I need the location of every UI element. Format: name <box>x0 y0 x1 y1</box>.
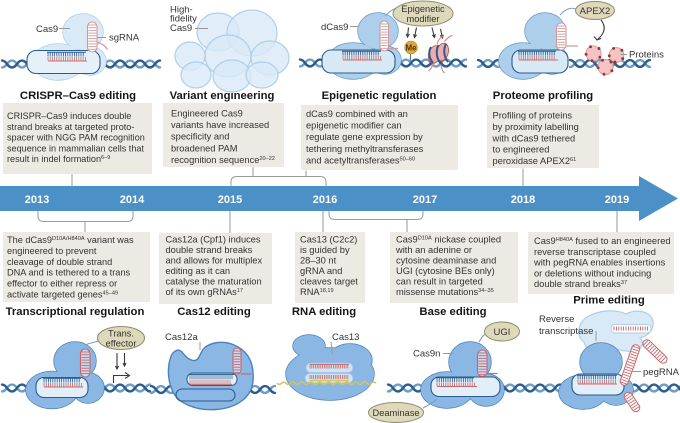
svg-text:or deletions without inducing: or deletions without inducing <box>534 268 651 278</box>
svg-text:Cas13: Cas13 <box>332 332 359 343</box>
svg-text:2015: 2015 <box>218 194 242 206</box>
svg-text:28–30 nt: 28–30 nt <box>300 256 337 266</box>
svg-text:Cas13 (C2c2): Cas13 (C2c2) <box>300 235 357 245</box>
svg-text:sgRNA: sgRNA <box>109 33 140 44</box>
svg-text:transcriptase: transcriptase <box>539 326 593 337</box>
svg-text:Variant engineering: Variant engineering <box>170 90 275 102</box>
svg-text:dCas9: dCas9 <box>321 22 348 33</box>
svg-text:reverse transcriptase coupled: reverse transcriptase coupled <box>534 247 656 257</box>
svg-text:with an adenine or: with an adenine or <box>395 245 472 255</box>
svg-text:Base editing: Base editing <box>419 306 486 318</box>
svg-text:Proteins: Proteins <box>629 50 664 61</box>
svg-text:epigenetic modifier can: epigenetic modifier can <box>306 121 402 131</box>
svg-text:UGI (cytosine BEs only): UGI (cytosine BEs only) <box>396 266 495 276</box>
svg-text:with pegRNA enables insertions: with pegRNA enables insertions <box>533 258 666 268</box>
svg-text:Cas12a: Cas12a <box>165 332 198 343</box>
svg-text:cytosine deaminase and: cytosine deaminase and <box>396 256 496 266</box>
svg-text:result in indel formation6–9: result in indel formation6–9 <box>7 154 110 164</box>
svg-text:cleavage of double strand: cleavage of double strand <box>7 257 112 267</box>
svg-text:cleaves target: cleaves target <box>300 277 358 287</box>
svg-text:RNA editing: RNA editing <box>292 306 356 318</box>
svg-text:can result in targeted: can result in targeted <box>396 277 483 287</box>
svg-text:Transcriptional regulation: Transcriptional regulation <box>6 306 145 318</box>
svg-text:activate targeted genes45–49: activate targeted genes45–49 <box>7 290 118 300</box>
svg-text:2016: 2016 <box>313 194 337 206</box>
svg-text:2019: 2019 <box>605 194 629 206</box>
svg-text:Epigenetic: Epigenetic <box>401 4 445 14</box>
svg-text:catalyse the maturation: catalyse the maturation <box>166 277 262 287</box>
svg-text:DNA and is tethered to a trans: DNA and is tethered to a trans <box>7 268 130 278</box>
svg-text:effector to either repress or: effector to either repress or <box>7 279 117 289</box>
svg-text:Cas12 editing: Cas12 editing <box>177 306 251 318</box>
svg-text:modifier: modifier <box>406 14 439 24</box>
svg-text:CRISPR–Cas9 editing: CRISPR–Cas9 editing <box>20 90 136 102</box>
svg-text:Cas9D10A nickase coupled: Cas9D10A nickase coupled <box>396 235 501 245</box>
svg-text:variants have increased: variants have increased <box>171 120 269 130</box>
svg-text:Proteome profiling: Proteome profiling <box>493 90 594 102</box>
svg-text:peroxidase APEX261: peroxidase APEX261 <box>493 156 577 166</box>
svg-text:APEX2: APEX2 <box>580 6 611 17</box>
svg-text:Cas12a (Cpf1) induces: Cas12a (Cpf1) induces <box>166 235 261 245</box>
svg-text:Prime editing: Prime editing <box>573 295 645 307</box>
svg-text:is guided by: is guided by <box>300 245 350 255</box>
svg-text:Cas9: Cas9 <box>36 24 58 35</box>
svg-text:2017: 2017 <box>413 194 437 206</box>
svg-text:effector: effector <box>106 338 137 348</box>
svg-text:recognition sequence20–22: recognition sequence20–22 <box>171 155 275 165</box>
svg-text:specificity and: specificity and <box>171 132 229 142</box>
svg-text:editing as it can: editing as it can <box>166 266 231 276</box>
svg-text:Engineered Cas9: Engineered Cas9 <box>171 109 243 119</box>
svg-text:by proximity labelling: by proximity labelling <box>493 122 579 132</box>
svg-text:Deaminase: Deaminase <box>372 408 419 418</box>
svg-text:spacer with NGG PAM recognitio: spacer with NGG PAM recognition <box>7 133 145 143</box>
svg-text:pegRNA: pegRNA <box>643 367 680 378</box>
svg-text:regulate gene expression by: regulate gene expression by <box>306 132 423 142</box>
svg-text:Reverse: Reverse <box>539 314 574 325</box>
svg-text:Trans.: Trans. <box>108 328 134 338</box>
svg-text:to engineered: to engineered <box>493 145 550 155</box>
svg-text:2013: 2013 <box>25 194 49 206</box>
svg-text:The dCas9D10A/H840A variant wa: The dCas9D10A/H840A variant was <box>7 235 134 245</box>
svg-text:strand breaks at targeted prot: strand breaks at targeted proto- <box>7 122 134 132</box>
svg-text:fidelity: fidelity <box>170 14 197 25</box>
svg-text:gRNA and: gRNA and <box>300 266 342 276</box>
svg-text:2014: 2014 <box>120 194 145 206</box>
svg-text:with dCas9 tethered: with dCas9 tethered <box>492 133 576 143</box>
svg-text:sequence in mammalian cells th: sequence in mammalian cells that <box>7 143 144 153</box>
svg-text:and allows for multiplex: and allows for multiplex <box>166 256 263 266</box>
svg-text:UGI: UGI <box>494 327 511 338</box>
svg-text:and acetyltransferases50–60: and acetyltransferases50–60 <box>306 155 415 165</box>
svg-text:CRISPR–Cas9 induces double: CRISPR–Cas9 induces double <box>7 111 131 121</box>
svg-text:Epigenetic regulation: Epigenetic regulation <box>322 90 437 102</box>
svg-text:Cas9n: Cas9n <box>413 349 440 360</box>
svg-text:RNA18,19: RNA18,19 <box>300 287 334 297</box>
svg-text:2018: 2018 <box>511 194 535 206</box>
svg-text:Cas9H840A fused to an engineer: Cas9H840A fused to an engineered <box>534 236 671 246</box>
svg-text:tethering methyltransferases: tethering methyltransferases <box>306 144 424 154</box>
svg-text:of its own gRNAs17: of its own gRNAs17 <box>166 287 244 297</box>
svg-text:double strand breaks: double strand breaks <box>166 245 253 255</box>
svg-text:Cas9: Cas9 <box>170 23 192 34</box>
svg-text:High-: High- <box>170 5 193 16</box>
svg-text:double strand breaks37: double strand breaks37 <box>534 279 627 289</box>
svg-text:Me: Me <box>406 44 417 53</box>
svg-text:Profiling of proteins: Profiling of proteins <box>493 111 573 121</box>
svg-text:missense mutations34–35: missense mutations34–35 <box>396 287 494 297</box>
svg-text:dCas9 combined with an: dCas9 combined with an <box>306 109 408 119</box>
svg-text:broadened PAM: broadened PAM <box>171 143 238 153</box>
svg-text:engineered to prevent: engineered to prevent <box>7 246 97 256</box>
